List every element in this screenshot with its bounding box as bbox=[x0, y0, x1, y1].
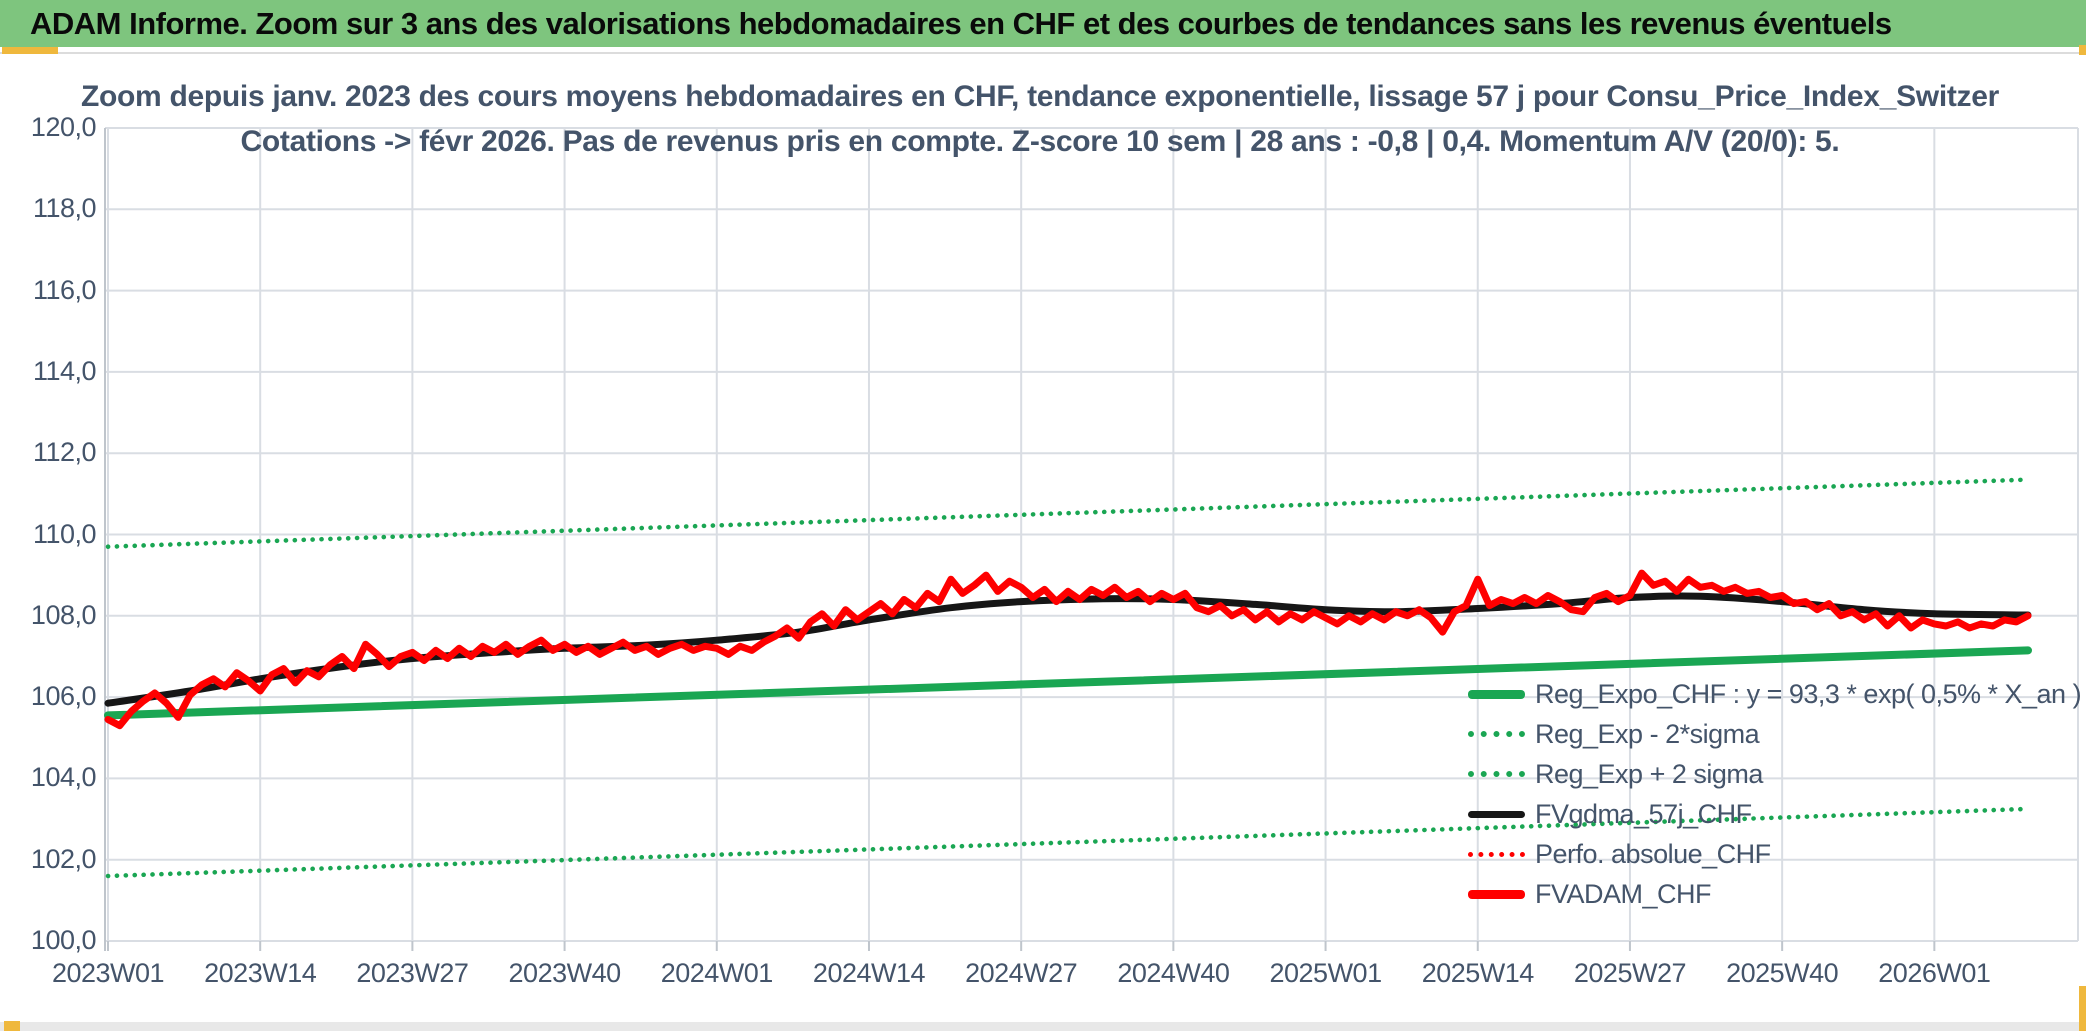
y-tick-label: 100,0 bbox=[30, 925, 97, 955]
y-tick-label: 120,0 bbox=[30, 112, 97, 142]
y-tick-label: 108,0 bbox=[30, 599, 97, 630]
legend-item[interactable]: Perfo. absolue_CHF bbox=[1468, 834, 2081, 874]
x-tick-label: 2026W01 bbox=[1878, 958, 1991, 988]
bottom-edge-bar bbox=[0, 1022, 2086, 1031]
y-tick-label: 112,0 bbox=[32, 437, 97, 468]
chart-title-line2: Cotations -> févr 2026. Pas de revenus p… bbox=[240, 125, 1840, 158]
series-reg-exp[interactable] bbox=[105, 477, 2031, 549]
y-tick-label: 118,0 bbox=[32, 193, 97, 224]
legend-item[interactable]: Reg_Expo_CHF : y = 93,3 * exp( 0,5% * X_… bbox=[1468, 674, 2082, 714]
accent-bottom-left bbox=[4, 1021, 20, 1031]
legend-item[interactable]: FVgdma_57j_CHF bbox=[1468, 794, 2081, 834]
accent-top-left bbox=[2, 47, 58, 54]
x-tick-label: 2025W01 bbox=[1269, 958, 1383, 988]
legend-marker-solid bbox=[1468, 889, 1525, 899]
x-tick-label: 2023W40 bbox=[508, 958, 622, 988]
x-tick-label: 2024W40 bbox=[1117, 958, 1230, 988]
header-divider bbox=[0, 52, 2086, 54]
accent-top-right bbox=[2079, 45, 2086, 55]
legend-label: FVADAM_CHF bbox=[1535, 878, 1712, 909]
x-tick-label: 2023W14 bbox=[204, 958, 317, 988]
x-tick-label: 2025W14 bbox=[1421, 958, 1535, 988]
accent-bottom-right bbox=[2079, 986, 2086, 1031]
x-tick-label: 2023W01 bbox=[51, 958, 165, 988]
legend-marker-dotted bbox=[1468, 851, 1525, 857]
chart-legend: Reg_Expo_CHF : y = 93,3 * exp( 0,5% * X_… bbox=[1468, 674, 2082, 914]
y-tick-label: 114,0 bbox=[32, 355, 97, 386]
x-tick-label: 2023W27 bbox=[356, 958, 469, 988]
legend-label: Reg_Exp - 2*sigma bbox=[1535, 718, 1760, 749]
legend-marker-dotted bbox=[1468, 731, 1525, 737]
legend-label: FVgdma_57j_CHF bbox=[1535, 798, 1752, 829]
x-tick-label: 2024W27 bbox=[965, 958, 1078, 988]
header-bar[interactable]: ADAM Informe. Zoom sur 3 ans des valoris… bbox=[0, 0, 2086, 47]
y-tick-label: 102,0 bbox=[30, 843, 97, 874]
y-tick-label: 116,0 bbox=[32, 274, 97, 305]
chart-title-line1: Zoom depuis janv. 2023 des cours moyens … bbox=[80, 80, 2000, 113]
legend-label: Reg_Expo_CHF : y = 93,3 * exp( 0,5% * X_… bbox=[1535, 678, 2082, 709]
y-tick-label: 110,0 bbox=[32, 518, 97, 549]
series-reg-exp[interactable] bbox=[105, 806, 2031, 879]
series-reg-expo-chf[interactable] bbox=[104, 646, 2032, 720]
legend-marker-solid bbox=[1468, 689, 1525, 699]
legend-item[interactable]: Reg_Exp - 2*sigma bbox=[1468, 714, 2081, 754]
legend-marker-solid bbox=[1468, 810, 1525, 818]
x-tick-label: 2025W27 bbox=[1573, 958, 1687, 988]
legend-item[interactable]: Reg_Exp + 2 sigma bbox=[1468, 754, 2081, 794]
y-tick-label: 104,0 bbox=[30, 762, 97, 793]
x-tick-label: 2025W40 bbox=[1726, 958, 1839, 988]
legend-label: Perfo. absolue_CHF bbox=[1535, 838, 1771, 869]
series-fvadam-chf[interactable] bbox=[104, 569, 2032, 730]
y-tick-label: 106,0 bbox=[30, 681, 97, 712]
header-title: ADAM Informe. Zoom sur 3 ans des valoris… bbox=[30, 5, 1892, 41]
x-tick-label: 2024W14 bbox=[812, 958, 926, 988]
legend-item[interactable]: FVADAM_CHF bbox=[1468, 874, 2081, 914]
legend-marker-dotted bbox=[1468, 771, 1525, 777]
x-tick-label: 2024W01 bbox=[660, 958, 774, 988]
legend-label: Reg_Exp + 2 sigma bbox=[1535, 758, 1763, 789]
